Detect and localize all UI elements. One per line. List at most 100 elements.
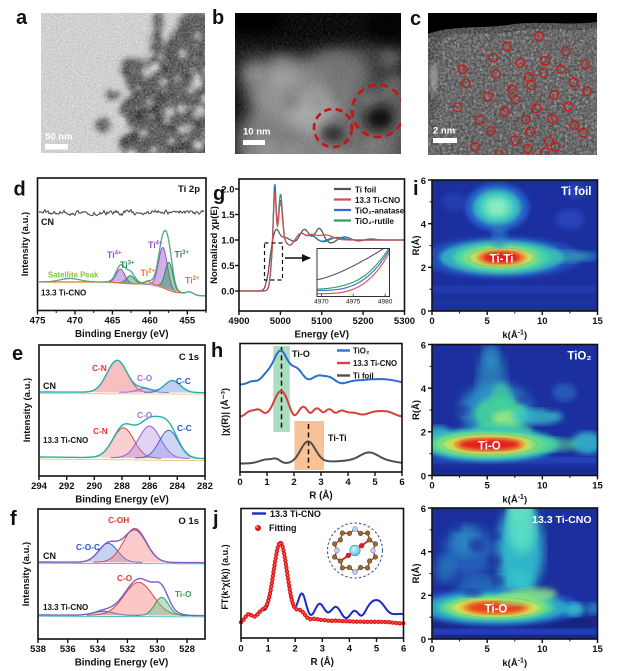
svg-text:R (Å): R (Å) [309,491,332,502]
svg-text:CN: CN [43,381,56,391]
svg-text:Normalized χμ(E): Normalized χμ(E) [209,206,220,284]
svg-text:532: 532 [119,644,135,655]
svg-text:Ti2+: Ti2+ [185,276,200,286]
svg-text:5: 5 [372,477,378,488]
svg-text:Ti3+: Ti3+ [175,250,190,260]
svg-text:b: b [212,7,224,29]
svg-text:2: 2 [293,644,298,655]
svg-text:Intensity (a.u.): Intensity (a.u.) [20,212,31,276]
svg-text:Ti-O: Ti-O [485,604,508,616]
svg-text:10 nm: 10 nm [243,127,270,138]
svg-text:TiO₂: TiO₂ [353,347,370,356]
svg-text:Ti foil: Ti foil [353,372,374,381]
svg-text:0: 0 [237,477,242,488]
svg-text:CN: CN [43,551,56,561]
svg-text:1: 1 [265,644,271,655]
svg-text:6: 6 [421,176,426,187]
svg-text:5300: 5300 [394,316,415,327]
svg-text:g: g [213,183,225,205]
svg-text:4: 4 [345,477,351,488]
svg-text:10: 10 [537,481,548,492]
svg-text:Ti4+: Ti4+ [148,240,163,250]
svg-text:C-C: C-C [176,376,191,386]
svg-text:Ti-Ti: Ti-Ti [490,254,514,266]
svg-text:13.3 Ti-CNO: 13.3 Ti-CNO [353,359,397,368]
svg-text:C-O: C-O [137,373,153,383]
svg-text:e: e [12,343,23,365]
svg-text:0: 0 [421,635,426,646]
svg-text:5000: 5000 [270,316,291,327]
svg-text:1: 1 [264,477,270,488]
svg-text:0: 0 [421,307,426,318]
svg-text:15: 15 [592,316,603,327]
svg-text:Energy (eV): Energy (eV) [295,330,349,341]
svg-text:2: 2 [291,477,296,488]
svg-text:Ti3+: Ti3+ [120,260,135,270]
svg-text:15: 15 [592,481,603,492]
svg-text:R(Å): R(Å) [411,400,422,420]
svg-text:C-O: C-O [137,410,153,420]
svg-text:0: 0 [421,471,426,482]
svg-text:O 1s: O 1s [178,516,199,527]
svg-text:1.5: 1.5 [221,210,235,221]
svg-text:4970: 4970 [314,299,329,306]
svg-text:470: 470 [67,316,83,327]
svg-text:Binding Energy (eV): Binding Energy (eV) [75,495,169,506]
svg-text:4: 4 [421,384,427,395]
svg-text:528: 528 [179,644,195,655]
svg-text:h: h [211,340,223,362]
svg-text:0: 0 [429,316,434,327]
svg-text:50 nm: 50 nm [45,132,72,143]
svg-text:3: 3 [320,644,325,655]
svg-text:13.3 Ti-CNO: 13.3 Ti-CNO [41,289,86,298]
svg-text:15: 15 [592,644,603,655]
svg-text:C-N: C-N [93,426,108,436]
svg-text:290: 290 [86,481,102,492]
svg-text:1.0: 1.0 [221,235,234,246]
svg-text:c: c [410,8,421,30]
svg-text:Binding Energy (eV): Binding Energy (eV) [75,658,169,669]
svg-text:292: 292 [59,481,75,492]
svg-text:CN: CN [41,217,54,227]
svg-text:Ti2+: Ti2+ [141,268,156,278]
svg-text:534: 534 [90,644,107,655]
svg-text:5200: 5200 [353,316,374,327]
svg-text:Ti-Ti: Ti-Ti [328,433,347,443]
svg-text:455: 455 [179,316,196,327]
svg-text:5: 5 [374,644,380,655]
svg-text:f: f [10,508,17,530]
svg-text:2: 2 [421,263,426,274]
svg-text:5: 5 [485,481,491,492]
svg-text:0: 0 [238,644,243,655]
svg-text:i: i [413,178,419,200]
svg-text:6: 6 [421,504,426,515]
svg-text:Ti foil: Ti foil [355,186,376,195]
svg-text:538: 538 [30,644,46,655]
svg-text:2: 2 [421,591,426,602]
svg-text:Intensity (a.u.): Intensity (a.u.) [21,542,32,606]
svg-text:536: 536 [60,644,76,655]
svg-text:0: 0 [429,481,434,492]
svg-text:FT(k³χ(k)) (a.u.): FT(k³χ(k)) (a.u.) [220,544,230,609]
svg-text:2.0: 2.0 [221,184,234,195]
svg-text:0.0: 0.0 [221,286,234,297]
svg-text:R (Å): R (Å) [311,657,334,668]
svg-text:a: a [16,7,28,29]
svg-text:C-N: C-N [92,363,107,373]
svg-text:4980: 4980 [378,299,393,306]
svg-text:6: 6 [399,477,404,488]
svg-text:465: 465 [104,316,121,327]
svg-text:k(Å-1): k(Å-1) [502,494,527,506]
svg-text:Ti-O: Ti-O [292,349,310,359]
svg-text:2 nm: 2 nm [433,126,455,137]
svg-text:284: 284 [169,481,186,492]
svg-text:C-OH: C-OH [108,515,129,525]
svg-text:Binding Energy (eV): Binding Energy (eV) [75,329,169,340]
svg-text:Ti-O: Ti-O [175,589,192,599]
svg-text:Ti-O: Ti-O [478,440,501,452]
svg-text:6: 6 [401,644,406,655]
svg-text:282: 282 [197,481,213,492]
svg-text:13.3 Ti-CNO: 13.3 Ti-CNO [270,509,321,519]
svg-text:5100: 5100 [311,316,332,327]
svg-text:0: 0 [429,644,434,655]
